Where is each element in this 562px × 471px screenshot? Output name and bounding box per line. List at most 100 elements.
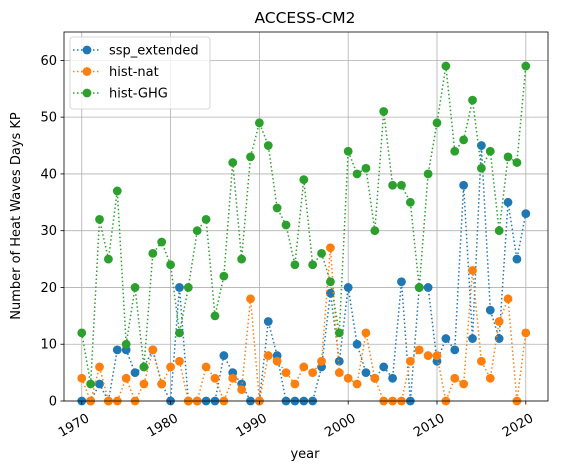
data-point-ssp-extended <box>112 345 122 355</box>
chart-title: ACCESS-CM2 <box>254 9 355 27</box>
data-point-hist-nat <box>175 356 184 366</box>
data-point-hist-ghg <box>485 146 495 156</box>
data-point-hist-ghg <box>441 61 451 71</box>
data-point-hist-ghg <box>95 214 104 224</box>
data-point-hist-nat <box>423 351 433 360</box>
y-tick-label: 10 <box>40 338 57 353</box>
data-point-hist-nat <box>281 368 291 378</box>
series-line-hist-ghg <box>81 65 527 385</box>
data-point-ssp-extended <box>263 317 273 326</box>
data-point-hist-nat <box>503 294 513 304</box>
data-point-hist-nat <box>121 373 131 383</box>
x-tick-label: 2000 <box>322 411 358 441</box>
data-point-ssp-extended <box>423 283 433 292</box>
data-point-ssp-extended <box>379 362 389 372</box>
data-point-hist-ghg <box>130 283 140 292</box>
legend-marker-hist-nat <box>82 67 92 76</box>
plot-frame <box>63 31 549 402</box>
data-point-hist-ghg <box>423 169 433 179</box>
data-point-hist-ghg <box>201 214 211 224</box>
data-point-ssp-extended <box>397 277 406 287</box>
series-layer <box>77 61 531 406</box>
data-point-hist-ghg <box>112 186 122 196</box>
data-point-hist-ghg <box>308 260 318 270</box>
y-tick-label: 50 <box>40 111 57 126</box>
data-point-hist-ghg <box>494 226 504 236</box>
data-point-ssp-extended <box>343 283 353 292</box>
x-tick-label: 1970 <box>56 411 92 441</box>
data-point-hist-ghg <box>476 163 486 173</box>
data-point-ssp-extended <box>334 356 344 366</box>
data-point-hist-ghg <box>210 311 220 321</box>
data-point-hist-nat <box>201 362 211 372</box>
data-point-hist-nat <box>263 351 273 360</box>
data-point-hist-ghg <box>192 226 202 236</box>
data-point-hist-nat <box>334 368 344 378</box>
data-point-hist-ghg <box>263 141 273 150</box>
data-point-hist-nat <box>157 379 167 389</box>
data-point-hist-ghg <box>175 328 184 338</box>
data-point-hist-nat <box>317 356 326 366</box>
data-point-hist-ghg <box>405 197 415 207</box>
data-point-hist-ghg <box>246 152 255 162</box>
legend-marker-hist-ghg <box>82 88 92 98</box>
y-tick-label: 30 <box>40 224 57 239</box>
y-tick-label: 0 <box>49 395 57 410</box>
legend-marker-ssp-extended <box>82 45 92 55</box>
data-point-ssp-extended <box>494 334 504 343</box>
data-point-hist-ghg <box>450 146 460 156</box>
x-tick-label: 1990 <box>234 411 270 441</box>
data-point-hist-ghg <box>459 135 469 145</box>
data-point-ssp-extended <box>352 339 362 349</box>
legend: ssp_extended hist-nat hist-GHG <box>69 36 211 110</box>
data-point-hist-ghg <box>272 203 282 213</box>
data-point-hist-nat <box>343 373 353 383</box>
data-point-ssp-extended <box>468 334 477 343</box>
x-tick-label: 2020 <box>500 411 536 441</box>
data-point-hist-ghg <box>183 283 193 292</box>
data-point-hist-ghg <box>228 158 238 167</box>
data-point-hist-nat <box>166 362 175 372</box>
data-point-hist-ghg <box>432 118 442 128</box>
data-point-hist-nat <box>494 317 504 326</box>
legend-label-hist-nat: hist-nat <box>109 65 159 80</box>
series-hist-nat <box>77 243 531 406</box>
data-point-hist-ghg <box>166 260 175 270</box>
data-point-hist-ghg <box>139 362 149 372</box>
data-point-hist-nat <box>450 373 460 383</box>
data-point-hist-ghg <box>512 158 522 167</box>
data-point-hist-nat <box>432 351 442 360</box>
data-point-ssp-extended <box>450 345 460 355</box>
data-point-hist-ghg <box>370 226 380 236</box>
data-point-hist-nat <box>521 328 531 338</box>
data-point-ssp-extended <box>459 180 469 190</box>
data-point-ssp-extended <box>361 368 371 378</box>
data-point-hist-ghg <box>414 283 424 292</box>
legend-box <box>69 36 211 110</box>
data-point-hist-nat <box>308 368 318 378</box>
data-point-hist-ghg <box>254 118 264 128</box>
data-point-hist-ghg <box>397 180 406 190</box>
y-tick-label: 20 <box>40 281 57 296</box>
x-tick-label: 2010 <box>411 411 447 441</box>
data-point-hist-nat <box>326 243 335 253</box>
data-point-hist-nat <box>414 345 424 355</box>
data-point-ssp-extended <box>130 368 140 378</box>
data-point-hist-ghg <box>468 95 477 105</box>
data-point-hist-ghg <box>121 339 131 349</box>
legend-label-ssp-extended: ssp_extended <box>109 44 199 59</box>
data-point-hist-nat <box>361 328 371 338</box>
data-point-ssp-extended <box>326 288 335 298</box>
data-point-ssp-extended <box>485 305 495 315</box>
data-point-hist-ghg <box>77 328 87 338</box>
data-point-hist-nat <box>370 373 380 383</box>
data-point-hist-nat <box>95 362 104 372</box>
y-tick-label: 40 <box>40 167 57 182</box>
data-point-ssp-extended <box>512 254 522 264</box>
data-point-ssp-extended <box>476 141 486 150</box>
data-point-hist-ghg <box>86 379 96 389</box>
data-point-hist-nat <box>290 379 300 389</box>
data-point-hist-ghg <box>326 277 335 287</box>
data-point-hist-ghg <box>281 220 291 230</box>
